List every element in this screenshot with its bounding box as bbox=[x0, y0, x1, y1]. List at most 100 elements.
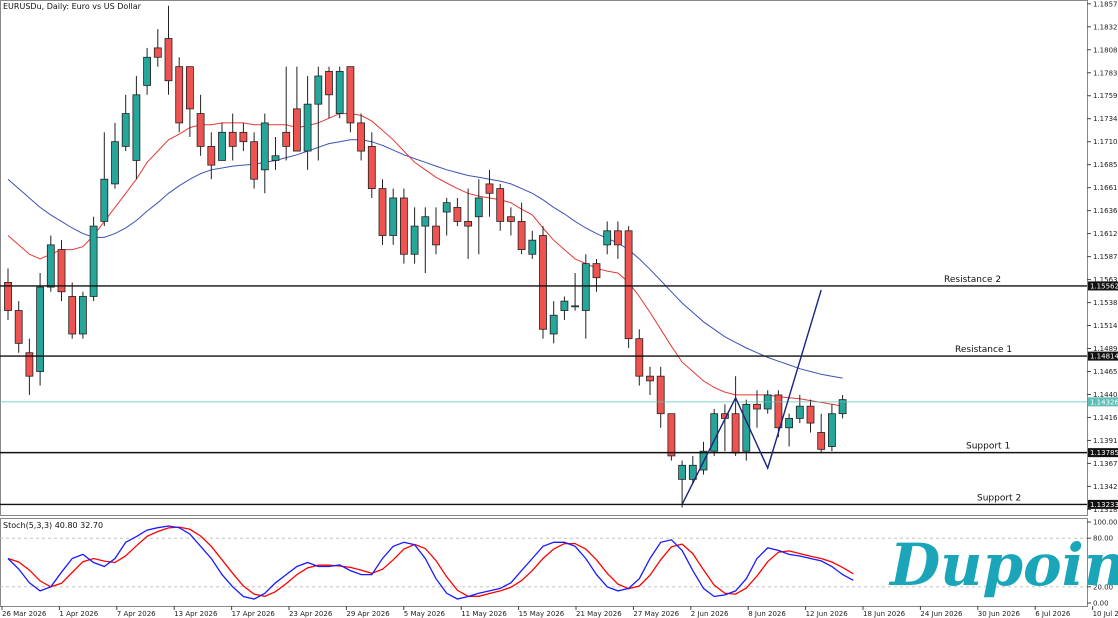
stoch-tick-label: 80.00 bbox=[1093, 535, 1113, 543]
candle-bear bbox=[432, 225, 440, 246]
level-price-tag-text: 1.15562 bbox=[1090, 282, 1118, 290]
candle-bull bbox=[46, 244, 55, 288]
current-price-tag bbox=[1088, 397, 1118, 407]
y-tick-label: 1.17835 bbox=[1093, 69, 1118, 77]
level-label: Support 1 bbox=[966, 442, 1010, 452]
pattern-zigzag-line bbox=[681, 289, 822, 505]
y-tick-label: 1.15140 bbox=[1093, 322, 1118, 330]
candle-bull bbox=[410, 225, 419, 255]
pattern-trendline bbox=[681, 289, 822, 505]
candle-bear bbox=[399, 197, 408, 255]
candle-bear bbox=[817, 432, 826, 450]
stoch-tick-label: 100.00 bbox=[1093, 519, 1118, 527]
candle-bear bbox=[185, 66, 194, 110]
candle-bear bbox=[806, 405, 815, 424]
stoch-tick-label: 20.00 bbox=[1093, 583, 1113, 591]
level-price-tag bbox=[1088, 499, 1118, 509]
candle-bull bbox=[688, 464, 697, 480]
stoch-tick-label: 0.00 bbox=[1093, 600, 1109, 608]
candle-bear bbox=[506, 216, 515, 222]
candle-bear bbox=[228, 131, 237, 147]
y-tick-label: 1.18325 bbox=[1093, 23, 1118, 31]
chart-title: EURUSDu, Daily: Euro vs US Dollar bbox=[3, 2, 142, 11]
candle-bull bbox=[838, 399, 847, 415]
x-tick-label: 23 Apr 2026 bbox=[289, 610, 333, 618]
candle-bear bbox=[153, 47, 162, 58]
candle-bear bbox=[250, 141, 259, 180]
current-price-tag-text: 1.14326 bbox=[1090, 398, 1118, 406]
candle-bull bbox=[389, 197, 398, 236]
price-axis: 1.18570 1.18325 1.18080 1.17835 1.17590 1.173… bbox=[1087, 0, 1118, 514]
y-tick-label: 1.13915 bbox=[1093, 437, 1118, 445]
y-tick-label: 1.16365 bbox=[1093, 207, 1118, 215]
candle-bear bbox=[485, 183, 494, 194]
candle-bear bbox=[357, 122, 366, 152]
candle-bear bbox=[57, 249, 66, 293]
candle-bull bbox=[442, 202, 451, 213]
x-tick-label: 11 May 2026 bbox=[461, 610, 507, 618]
y-tick-label: 1.14895 bbox=[1093, 345, 1118, 353]
y-tick-label: 1.17345 bbox=[1093, 115, 1118, 123]
candle-bear bbox=[164, 38, 173, 82]
candle-bull bbox=[271, 155, 280, 161]
candle-bull bbox=[132, 94, 141, 161]
x-tick-label: 5 May 2026 bbox=[404, 610, 446, 618]
candle-bull bbox=[549, 314, 558, 335]
candle-bull bbox=[111, 141, 119, 185]
candle-bear bbox=[68, 296, 77, 335]
candle-bull bbox=[143, 56, 152, 86]
candle-bear bbox=[282, 131, 291, 147]
candles bbox=[4, 5, 847, 508]
stoch-title: Stoch(5,3,3) 40.80 32.70 bbox=[3, 521, 103, 530]
candle-bear bbox=[646, 375, 654, 382]
x-tick-label: 30 Jun 2026 bbox=[978, 610, 1021, 618]
x-tick-label: 24 Jun 2026 bbox=[920, 610, 963, 618]
brand-logo: Dupoin bbox=[888, 531, 1118, 599]
support-resistance-levels: 1.15562 Resistance 2 1.14814 Resistance 1 1.… bbox=[0, 275, 1118, 509]
candle-bull bbox=[36, 286, 44, 372]
ma-red-line bbox=[7, 113, 843, 407]
candle-bull bbox=[560, 300, 569, 311]
candle-bear bbox=[592, 263, 601, 279]
candle-bull bbox=[303, 103, 312, 152]
candle-bull bbox=[795, 405, 804, 419]
candle-bull bbox=[678, 464, 686, 480]
candle-bull bbox=[260, 122, 269, 171]
level-price-tag bbox=[1088, 281, 1118, 291]
candle-bear bbox=[378, 188, 387, 236]
main-pane-frame bbox=[0, 0, 1088, 516]
y-tick-label: 1.13425 bbox=[1093, 483, 1118, 491]
candle-bear bbox=[4, 281, 12, 311]
y-tick-label: 1.17590 bbox=[1093, 92, 1118, 100]
candle-bull bbox=[335, 70, 344, 114]
candle-bear bbox=[207, 145, 216, 166]
y-tick-label: 1.14405 bbox=[1093, 391, 1118, 399]
x-tick-label: 27 May 2026 bbox=[633, 610, 679, 618]
x-tick-label: 2 Jun 2026 bbox=[691, 610, 729, 618]
level-price-tag-text: 1.13785 bbox=[1090, 449, 1118, 457]
candle-bull bbox=[100, 178, 109, 222]
level-price-tag bbox=[1088, 351, 1118, 361]
candle-bull bbox=[89, 225, 98, 297]
y-tick-label: 1.18570 bbox=[1093, 0, 1118, 8]
candle-bear bbox=[25, 352, 34, 377]
y-tick-label: 1.16610 bbox=[1093, 184, 1118, 192]
candle-bear bbox=[539, 235, 547, 330]
candle-bull bbox=[785, 417, 793, 429]
x-tick-label: 17 Apr 2026 bbox=[232, 610, 276, 618]
stoch-d-line bbox=[7, 526, 854, 597]
candle-bear bbox=[464, 221, 473, 227]
y-tick-label: 1.15630 bbox=[1093, 276, 1118, 284]
x-tick-label: 10 Jul 2026 bbox=[1093, 610, 1118, 618]
candle-bear bbox=[292, 108, 301, 152]
x-tick-label: 1 Apr 2026 bbox=[59, 610, 98, 618]
candle-bear bbox=[239, 131, 248, 143]
x-tick-label: 7 Apr 2026 bbox=[117, 610, 156, 618]
level-label: Support 2 bbox=[977, 493, 1021, 503]
y-tick-label: 1.14160 bbox=[1093, 414, 1118, 422]
candle-bear bbox=[774, 394, 783, 429]
y-tick-label: 1.16120 bbox=[1093, 230, 1118, 238]
y-tick-label: 1.14650 bbox=[1093, 368, 1118, 376]
